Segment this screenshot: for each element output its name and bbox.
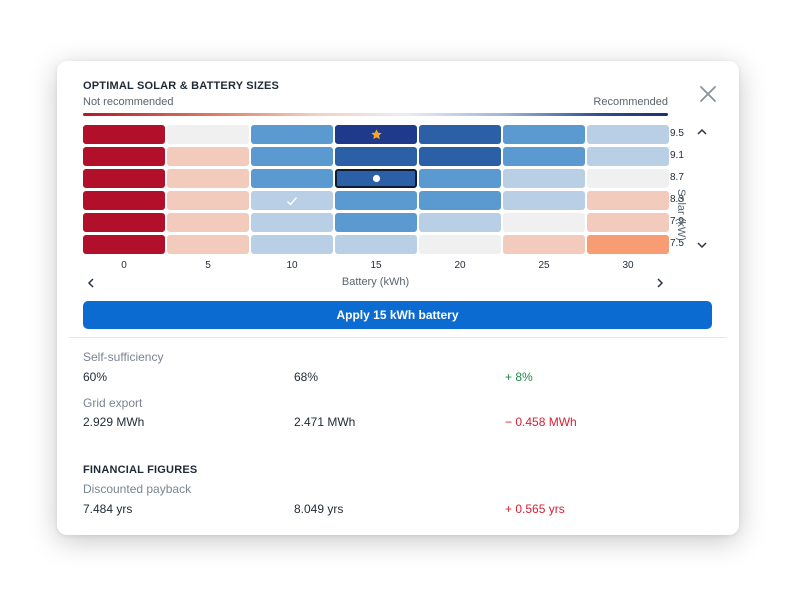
- heatmap-cell-9.5kw-30kwh[interactable]: [587, 125, 669, 144]
- recommended-label: Recommended: [593, 96, 668, 108]
- heatmap-cell-8.3kw-25kwh[interactable]: [503, 191, 585, 210]
- heatmap-cell-7.9kw-5kwh[interactable]: [167, 213, 249, 232]
- not-recommended-label: Not recommended: [83, 96, 174, 108]
- heatmap-cell-8.7kw-30kwh[interactable]: [587, 169, 669, 188]
- heatmap-cell-8.3kw-0kwh[interactable]: [83, 191, 165, 210]
- panel-title: OPTIMAL SOLAR & BATTERY SIZES: [83, 80, 280, 92]
- close-icon[interactable]: [697, 83, 719, 105]
- heatmap-cell-8.7kw-0kwh[interactable]: [83, 169, 165, 188]
- heatmap-cell-8.3kw-30kwh[interactable]: [587, 191, 669, 210]
- solar-battery-panel: OPTIMAL SOLAR & BATTERY SIZES Not recomm…: [57, 61, 739, 535]
- battery-axis-label: Battery (kWh): [341, 276, 410, 288]
- heatmap-cell-8.3kw-5kwh[interactable]: [167, 191, 249, 210]
- grid-export-new: 2.471 MWh: [294, 415, 356, 429]
- heatmap-cell-7.5kw-0kwh[interactable]: [83, 235, 165, 254]
- heatmap-cell-9.1kw-15kwh[interactable]: [335, 147, 417, 166]
- grid-export-label: Grid export: [83, 396, 143, 410]
- payback-label: Discounted payback: [83, 482, 192, 496]
- recommendation-scale-bar: [83, 113, 668, 116]
- heatmap-cell-8.7kw-25kwh[interactable]: [503, 169, 585, 188]
- solar-tick-label: 8.3: [670, 194, 684, 205]
- heatmap-cell-9.5kw-25kwh[interactable]: [503, 125, 585, 144]
- heatmap-cell-9.1kw-30kwh[interactable]: [587, 147, 669, 166]
- battery-tick-label: 0: [121, 260, 127, 271]
- heatmap-cell-9.1kw-20kwh[interactable]: [419, 147, 501, 166]
- heatmap-grid: [83, 125, 669, 255]
- dot-icon: [337, 171, 415, 186]
- payback-new: 8.049 yrs: [294, 502, 344, 516]
- heatmap-cell-8.7kw-20kwh[interactable]: [419, 169, 501, 188]
- heatmap-cell-7.5kw-20kwh[interactable]: [419, 235, 501, 254]
- heatmap-cell-8.7kw-10kwh[interactable]: [251, 169, 333, 188]
- battery-tick-label: 25: [538, 260, 550, 271]
- solar-tick-label: 7.5: [670, 238, 684, 249]
- payback-current: 7.484 yrs: [83, 502, 133, 516]
- chevron-up-icon[interactable]: [696, 127, 708, 137]
- heatmap-cell-7.5kw-5kwh[interactable]: [167, 235, 249, 254]
- solar-axis-label: Solar (kW): [675, 189, 687, 241]
- solar-tick-label: 8.7: [670, 172, 684, 183]
- self-sufficiency-current: 60%: [83, 370, 108, 384]
- payback-delta: + 0.565 yrs: [505, 502, 565, 516]
- solar-tick-label: 9.1: [670, 150, 684, 161]
- heatmap-cell-9.1kw-5kwh[interactable]: [167, 147, 249, 166]
- heatmap-cell-8.7kw-5kwh[interactable]: [167, 169, 249, 188]
- heatmap-cell-9.5kw-20kwh[interactable]: [419, 125, 501, 144]
- heatmap-cell-8.3kw-20kwh[interactable]: [419, 191, 501, 210]
- battery-tick-label: 15: [370, 260, 382, 271]
- heatmap-cell-7.9kw-0kwh[interactable]: [83, 213, 165, 232]
- chevron-right-icon[interactable]: [655, 277, 665, 289]
- heatmap-cell-7.5kw-25kwh[interactable]: [503, 235, 585, 254]
- heatmap-cell-9.5kw-10kwh[interactable]: [251, 125, 333, 144]
- apply-battery-button[interactable]: Apply 15 kWh battery: [83, 301, 712, 329]
- star-icon: [335, 125, 417, 144]
- heatmap-cell-7.5kw-30kwh[interactable]: [587, 235, 669, 254]
- heatmap-cell-7.5kw-10kwh[interactable]: [251, 235, 333, 254]
- grid-export-current: 2.929 MWh: [83, 415, 145, 429]
- heatmap-cell-9.1kw-10kwh[interactable]: [251, 147, 333, 166]
- solar-tick-label: 9.5: [670, 128, 684, 139]
- heatmap-cell-9.1kw-0kwh[interactable]: [83, 147, 165, 166]
- heatmap-cell-7.9kw-25kwh[interactable]: [503, 213, 585, 232]
- battery-tick-label: 30: [622, 260, 634, 271]
- heatmap-cell-9.5kw-0kwh[interactable]: [83, 125, 165, 144]
- heatmap-cell-9.1kw-25kwh[interactable]: [503, 147, 585, 166]
- chevron-left-icon[interactable]: [86, 277, 96, 289]
- heatmap-cell-7.9kw-30kwh[interactable]: [587, 213, 669, 232]
- heatmap-cell-8.3kw-15kwh[interactable]: [335, 191, 417, 210]
- heatmap-cell-7.9kw-15kwh[interactable]: [335, 213, 417, 232]
- heatmap-cell-7.5kw-15kwh[interactable]: [335, 235, 417, 254]
- heatmap-cell-9.5kw-15kwh[interactable]: [335, 125, 417, 144]
- chevron-down-icon[interactable]: [696, 240, 708, 250]
- battery-tick-label: 5: [205, 260, 211, 271]
- heatmap-cell-7.9kw-10kwh[interactable]: [251, 213, 333, 232]
- grid-export-delta: − 0.458 MWh: [505, 415, 577, 429]
- self-sufficiency-new: 68%: [294, 370, 319, 384]
- divider: [69, 337, 727, 338]
- financial-heading: FINANCIAL FIGURES: [83, 464, 198, 476]
- battery-tick-label: 20: [454, 260, 466, 271]
- check-icon: [251, 191, 333, 210]
- heatmap-cell-9.5kw-5kwh[interactable]: [167, 125, 249, 144]
- battery-tick-label: 10: [286, 260, 298, 271]
- heatmap-cell-7.9kw-20kwh[interactable]: [419, 213, 501, 232]
- solar-tick-label: 7.9: [670, 216, 684, 227]
- heatmap-cell-8.3kw-10kwh[interactable]: [251, 191, 333, 210]
- heatmap-cell-8.7kw-15kwh[interactable]: [335, 169, 417, 188]
- self-sufficiency-delta: + 8%: [505, 370, 533, 384]
- self-sufficiency-label: Self-sufficiency: [83, 350, 164, 364]
